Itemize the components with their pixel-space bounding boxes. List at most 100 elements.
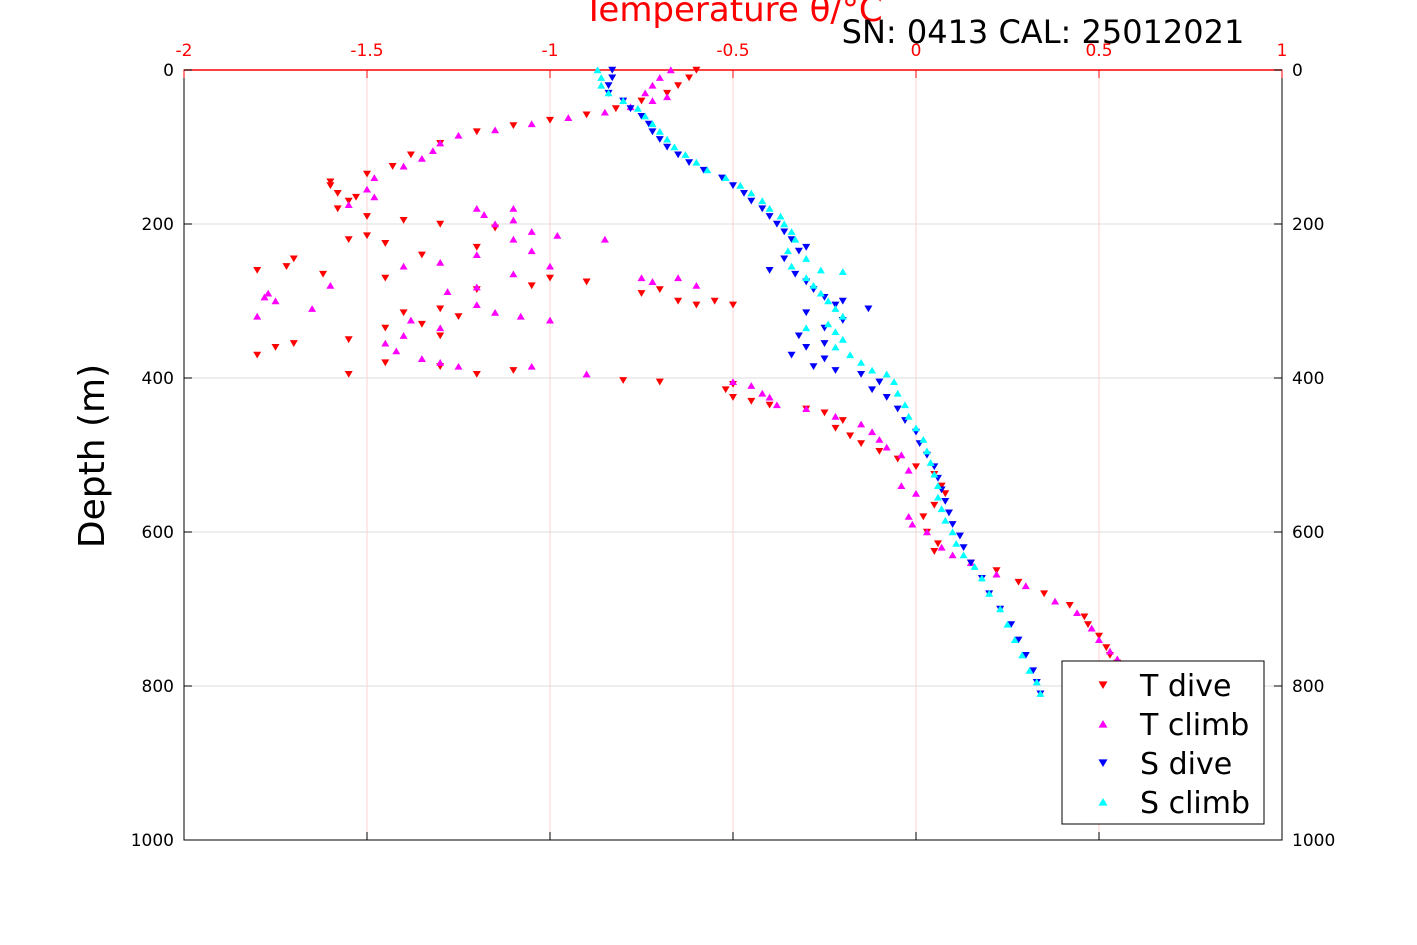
point-t-dive xyxy=(344,197,353,205)
point-t-dive xyxy=(417,320,426,328)
point-t-climb xyxy=(399,332,408,339)
point-s-dive xyxy=(802,344,811,351)
point-t-dive xyxy=(933,540,942,548)
point-t-climb xyxy=(381,339,390,347)
legend-label-s-dive: S dive xyxy=(1140,747,1232,782)
point-t-climb xyxy=(344,201,353,208)
y-tick-label-left: 200 xyxy=(142,215,174,235)
x-tick-label: 0 xyxy=(911,41,922,61)
point-t-dive xyxy=(674,297,683,305)
point-t-climb xyxy=(1087,624,1096,632)
point-t-dive xyxy=(319,270,328,278)
point-t-climb xyxy=(802,405,811,412)
x-tick-label: 1 xyxy=(1277,41,1288,61)
point-t-climb xyxy=(527,247,536,255)
point-t-climb xyxy=(674,274,683,282)
point-t-climb xyxy=(472,205,481,212)
point-s-climb xyxy=(838,335,847,343)
point-s-climb xyxy=(1010,636,1019,643)
point-s-dive xyxy=(955,532,964,540)
x-tick-label: -1 xyxy=(542,41,559,61)
point-t-dive xyxy=(472,128,481,136)
point-s-dive xyxy=(674,151,683,159)
point-s-dive xyxy=(941,498,950,505)
point-s-climb xyxy=(952,539,961,547)
legend-label-s-climb: S climb xyxy=(1140,786,1250,821)
point-t-climb xyxy=(758,389,767,397)
point-t-climb xyxy=(491,126,500,134)
point-t-dive xyxy=(381,324,390,332)
point-t-climb xyxy=(1105,647,1114,655)
point-s-climb xyxy=(996,605,1005,613)
x-tick-label: -1.5 xyxy=(350,41,383,61)
point-s-dive xyxy=(948,521,957,528)
point-s-climb xyxy=(747,189,756,197)
point-s-climb xyxy=(765,205,774,212)
point-t-climb xyxy=(692,282,701,289)
point-s-climb xyxy=(904,412,913,420)
point-s-climb xyxy=(809,282,818,289)
point-s-dive xyxy=(718,174,727,182)
point-s-dive xyxy=(772,220,781,228)
point-s-climb xyxy=(776,212,785,220)
x-tick-label: 0.5 xyxy=(1085,41,1112,61)
point-s-climb xyxy=(802,255,811,262)
point-s-dive xyxy=(802,309,811,317)
point-s-climb xyxy=(831,343,840,351)
point-s-climb xyxy=(783,247,792,255)
point-t-climb xyxy=(428,147,437,155)
point-t-dive xyxy=(1095,632,1103,640)
x-tick-label: -0.5 xyxy=(716,41,749,61)
point-s-dive xyxy=(1029,667,1038,675)
point-s-climb xyxy=(736,181,745,189)
point-s-climb xyxy=(597,74,606,81)
point-t-climb xyxy=(527,228,536,235)
point-t-climb xyxy=(436,258,445,266)
point-s-dive xyxy=(648,128,657,136)
point-t-dive xyxy=(289,255,298,263)
point-s-climb xyxy=(882,370,891,378)
point-s-climb xyxy=(985,590,994,597)
point-t-dive xyxy=(930,501,939,509)
point-s-climb xyxy=(831,305,840,312)
point-s-dive xyxy=(780,228,789,236)
legend-marker-s-dive xyxy=(1098,759,1108,768)
point-t-climb xyxy=(1051,597,1060,605)
legend-label-t-climb: T climb xyxy=(1139,708,1249,743)
point-t-dive xyxy=(253,267,262,274)
point-s-dive xyxy=(644,120,653,128)
point-t-climb xyxy=(666,66,675,74)
point-t-dive xyxy=(582,111,591,119)
point-s-climb xyxy=(890,378,899,386)
point-s-climb xyxy=(802,324,811,332)
point-t-dive xyxy=(509,367,518,374)
point-s-climb xyxy=(721,174,730,181)
point-s-climb xyxy=(648,120,657,128)
point-s-climb xyxy=(893,389,902,397)
point-s-dive xyxy=(739,190,748,197)
point-s-dive xyxy=(868,386,877,394)
point-t-dive xyxy=(937,482,946,490)
point-t-dive xyxy=(363,232,371,240)
point-t-climb xyxy=(436,139,445,147)
legend-marker-t-climb xyxy=(1098,719,1108,728)
point-t-climb xyxy=(897,451,906,459)
point-s-climb xyxy=(831,328,840,335)
point-t-dive xyxy=(1080,613,1089,621)
point-t-climb xyxy=(1021,582,1030,590)
point-t-climb xyxy=(992,570,1001,578)
point-s-climb xyxy=(703,166,712,174)
point-s-climb xyxy=(868,366,877,374)
point-s-climb xyxy=(791,235,800,243)
point-s-climb xyxy=(948,528,957,536)
point-t-dive xyxy=(655,378,664,386)
point-s-climb xyxy=(838,312,847,320)
point-t-dive xyxy=(344,336,353,344)
point-s-dive xyxy=(626,105,635,113)
point-s-climb xyxy=(692,158,701,166)
y-axis-label: Depth (m) xyxy=(72,364,113,548)
y-tick-label-left: 0 xyxy=(163,61,174,81)
point-t-dive xyxy=(655,286,664,294)
point-t-dive xyxy=(436,220,445,228)
